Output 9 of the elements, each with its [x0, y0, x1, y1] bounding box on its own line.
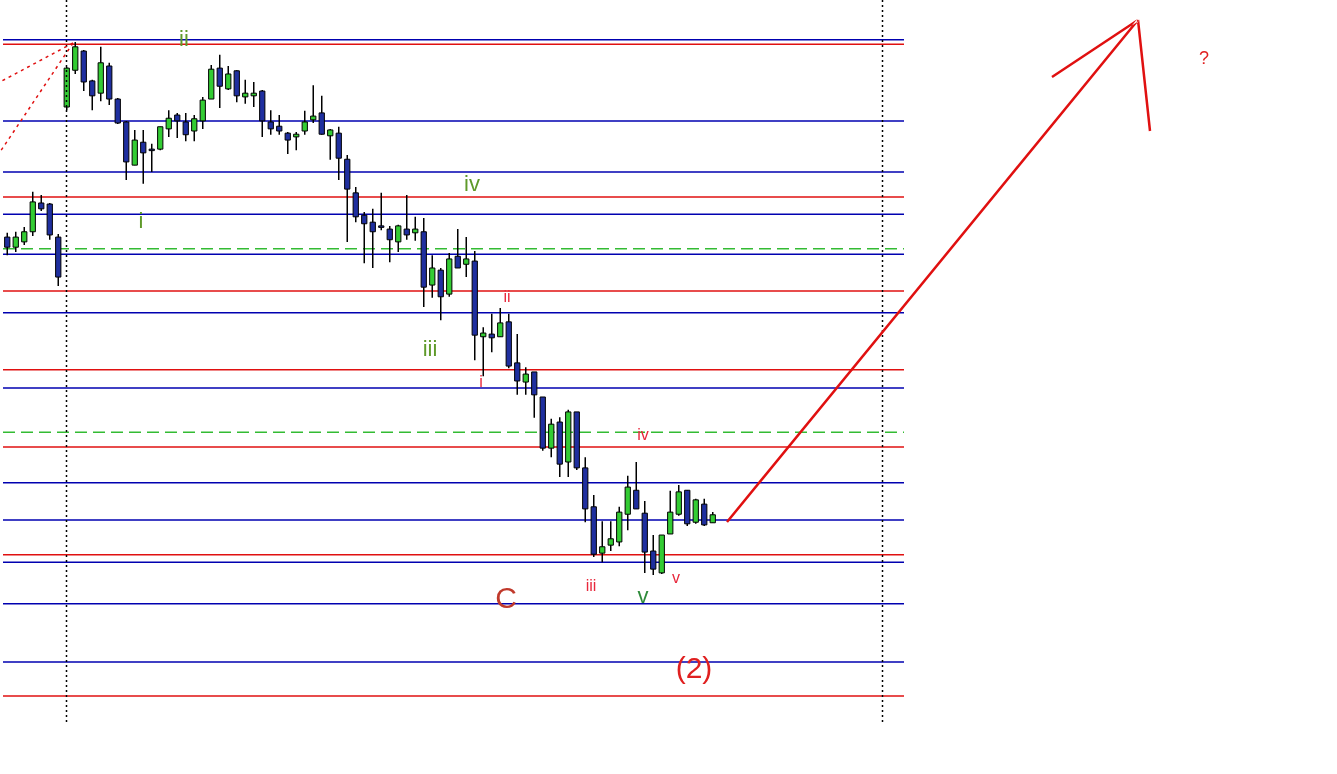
- annotation: iv: [464, 171, 480, 197]
- text: ?: [1198, 47, 1210, 68]
- annotation: ii: [503, 288, 511, 306]
- annotation: i: [479, 373, 483, 391]
- annotation: v: [672, 569, 680, 587]
- text: v: [637, 583, 649, 609]
- text: iii: [585, 577, 597, 595]
- annotation: i: [138, 208, 144, 234]
- annotation: iii: [422, 336, 438, 362]
